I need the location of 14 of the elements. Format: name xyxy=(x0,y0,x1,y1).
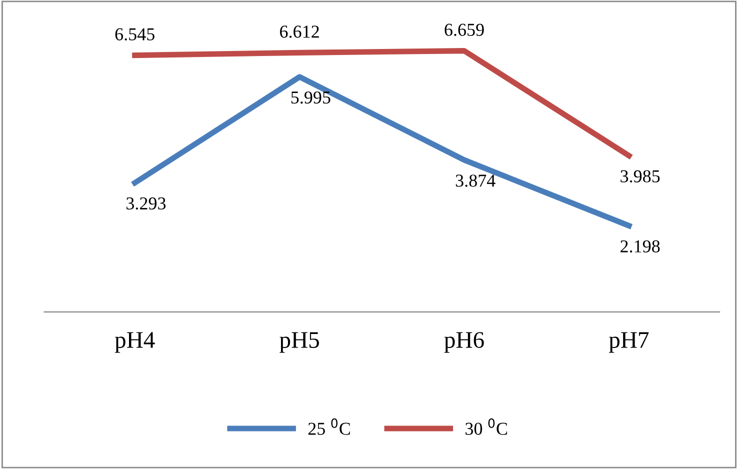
data-label: 3.293 xyxy=(126,197,166,210)
data-label: 2.198 xyxy=(620,240,660,253)
data-label: 3.985 xyxy=(620,170,660,182)
x-tick-label: pH6 xyxy=(444,332,484,353)
x-tick-label: pH5 xyxy=(280,332,319,353)
data-label: 5.995 xyxy=(291,91,330,104)
legend-label: 30 $^{0}$C xyxy=(466,418,508,435)
x-tick-label: pH7 xyxy=(609,332,649,353)
data-label: 3.874 xyxy=(456,174,496,187)
legend-label: 25 $^{0}$C xyxy=(308,418,350,435)
data-label: 6.612 xyxy=(280,26,319,38)
x-tick-label: pH4 xyxy=(114,332,155,353)
data-label: 6.545 xyxy=(115,28,154,40)
data-label: 6.659 xyxy=(444,24,484,36)
